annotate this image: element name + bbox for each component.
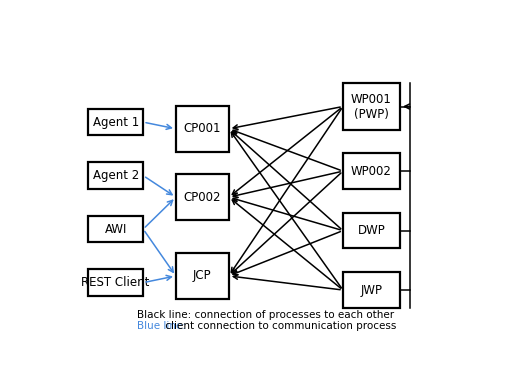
- Bar: [176, 174, 229, 220]
- Text: Black line: connection of processes to each other: Black line: connection of processes to e…: [137, 310, 394, 320]
- Bar: [343, 83, 400, 130]
- Text: JWP: JWP: [360, 284, 382, 296]
- Text: JCP: JCP: [193, 269, 211, 283]
- Text: Blue line:: Blue line:: [137, 321, 186, 331]
- Bar: [88, 109, 143, 135]
- Text: DWP: DWP: [358, 224, 386, 237]
- Text: Agent 2: Agent 2: [93, 169, 139, 182]
- Text: WP002: WP002: [351, 165, 392, 178]
- Text: CP002: CP002: [184, 191, 221, 204]
- Bar: [343, 272, 400, 308]
- Text: WP001
(PWP): WP001 (PWP): [351, 93, 392, 120]
- Text: AWI: AWI: [105, 223, 127, 235]
- Bar: [176, 253, 229, 299]
- Text: client connection to communication process: client connection to communication proce…: [163, 321, 397, 331]
- Bar: [343, 153, 400, 189]
- Text: REST Client: REST Client: [82, 276, 150, 289]
- Bar: [88, 162, 143, 189]
- Bar: [343, 213, 400, 249]
- Bar: [176, 106, 229, 152]
- Text: CP001: CP001: [184, 122, 221, 135]
- Bar: [88, 216, 143, 242]
- Text: Agent 1: Agent 1: [93, 116, 139, 129]
- Bar: [88, 269, 143, 296]
